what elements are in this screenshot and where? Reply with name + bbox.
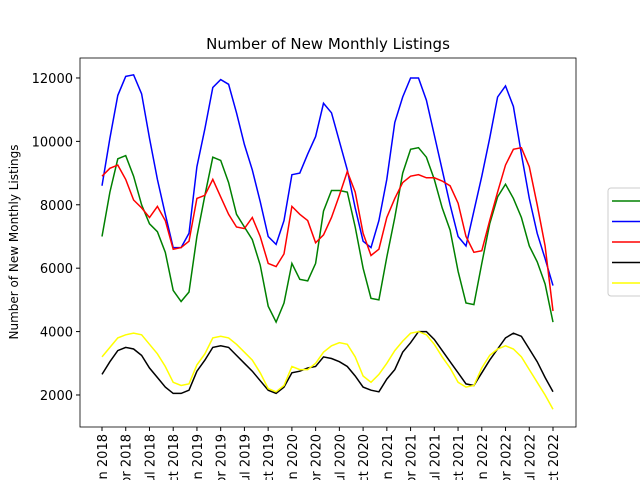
x-tick-label: Apr 2018 <box>120 434 135 480</box>
y-axis-label: Number of New Monthly Listings <box>7 144 21 339</box>
x-tick-label: Oct 2018 <box>167 434 182 480</box>
x-tick-label: Oct 2021 <box>452 434 467 480</box>
x-tick-label: Jul 2019 <box>238 434 253 480</box>
x-tick-label: Jul 2020 <box>333 434 348 480</box>
x-tick-label: Jul 2021 <box>428 434 443 480</box>
x-tick-label: Oct 2022 <box>547 434 562 480</box>
y-tick-label: 12000 <box>32 72 73 87</box>
x-tick-label: Jan 2019 <box>191 434 206 480</box>
chart-title: Number of New Monthly Listings <box>206 35 450 53</box>
y-tick-label: 4000 <box>40 326 73 341</box>
x-tick-label: Jan 2018 <box>96 434 111 480</box>
series-line <box>101 73 554 286</box>
series-line <box>101 330 554 395</box>
y-tick-label: 10000 <box>32 135 73 150</box>
x-tick-label: Jan 2020 <box>286 434 301 480</box>
plot-frame <box>79 57 577 428</box>
x-tick-label: Jul 2018 <box>143 434 158 480</box>
x-tick-label: Jan 2022 <box>476 434 491 480</box>
series-line <box>101 146 554 312</box>
y-tick-label: 2000 <box>40 389 73 404</box>
x-tick-label: Apr 2019 <box>215 434 230 480</box>
x-tick-label: Apr 2022 <box>500 434 515 480</box>
x-tick-label: Apr 2020 <box>310 434 325 480</box>
y-tick-label: 6000 <box>40 262 73 277</box>
series-line <box>101 330 554 410</box>
y-tick-label: 8000 <box>40 199 73 214</box>
series-line <box>101 146 554 324</box>
x-tick-label: Oct 2019 <box>262 434 277 480</box>
x-tick-label: Oct 2020 <box>357 434 372 480</box>
x-tick-label: Apr 2021 <box>405 434 420 480</box>
x-tick-label: Jan 2021 <box>381 434 396 480</box>
x-tick-label: Jul 2022 <box>523 434 538 480</box>
